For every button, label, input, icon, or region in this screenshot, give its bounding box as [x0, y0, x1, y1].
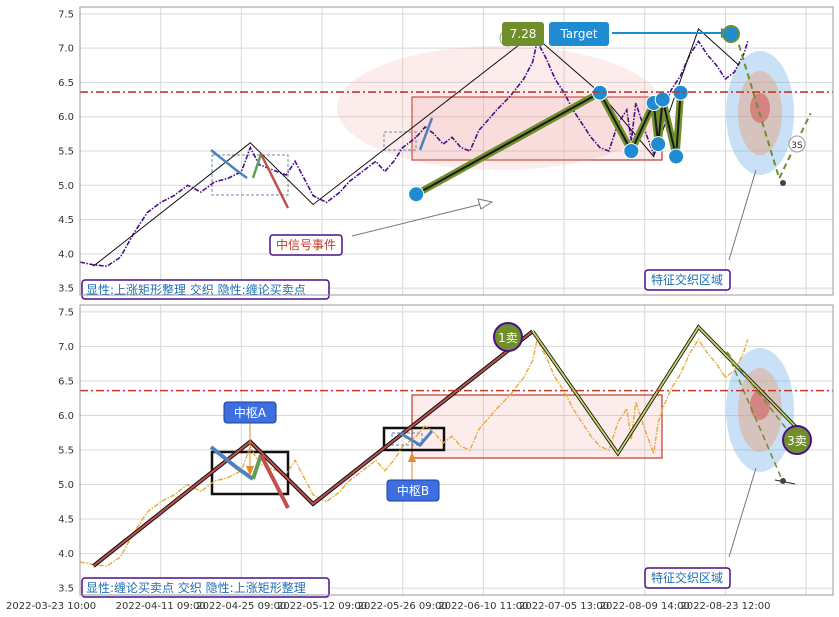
sell1-label: 1卖	[498, 331, 518, 345]
sell1-marker	[493, 322, 523, 352]
top-zigzag-line	[93, 28, 740, 267]
bot-plot-frame	[79, 304, 834, 596]
zhongshu-a-label: 中枢A	[234, 405, 267, 420]
bot-y-tick-label: 3.5	[58, 584, 74, 595]
top-y-tick-label: 7.5	[58, 9, 74, 20]
event-label: 中信号事件	[276, 237, 336, 252]
top-y-tick-label: 5.5	[58, 147, 74, 158]
top-y-tick-label: 4.0	[58, 249, 74, 260]
target-value-box	[502, 22, 544, 46]
top-stroke-blue-2	[418, 117, 434, 151]
feature-label-box-bottom	[644, 567, 731, 589]
top-stroke-green	[251, 153, 263, 179]
bottom-stroke-green	[251, 454, 263, 480]
top-small-box-a	[211, 154, 289, 196]
legend-top: 显性:上涨矩形整理 交织 隐性:缠论买卖点	[86, 282, 306, 297]
sell3-marker	[782, 425, 812, 455]
bottom-stroke-blue	[209, 445, 255, 481]
bot-y-tick-label: 7.0	[58, 342, 74, 353]
top-y-tick-label: 6.0	[58, 112, 74, 123]
zhongshu-a-pointer-head	[246, 466, 254, 476]
bottom-projection-b	[726, 351, 784, 483]
x-tick-label: 2022-04-25 09:00	[196, 601, 286, 612]
bottom-projection-end-dot	[780, 478, 786, 484]
top-stroke-blue	[210, 149, 248, 180]
top-y-tick-label: 6.5	[58, 78, 74, 89]
feature-arrow-line	[728, 169, 757, 261]
top-y-tick-label: 7.0	[58, 44, 74, 55]
legend-bottom: 显性:缠论买卖点 交织 隐性:上涨矩形整理	[86, 580, 306, 595]
top-feature-ellipse-inner	[750, 93, 770, 123]
x-tick-label: 2022-06-10 11:00	[438, 601, 528, 612]
target-dot	[722, 25, 740, 43]
bot-y-tick-label: 6.0	[58, 411, 74, 422]
event-label-box	[269, 234, 343, 256]
top-highlight-path	[415, 91, 682, 196]
bot-y-tick-label: 5.0	[58, 480, 74, 491]
feature-label-top: 特征交织区域	[651, 272, 723, 287]
target-label-box	[549, 22, 609, 46]
top-highlight-dot	[408, 186, 425, 203]
bottom-stroke-line	[92, 330, 534, 567]
x-tick-label: 2022-05-26 09:00	[358, 601, 448, 612]
sell3-label: 3卖	[787, 434, 807, 448]
bottom-projection-a	[726, 351, 796, 441]
bottom-price-line	[79, 337, 749, 567]
bottom-stroke-blue-2	[399, 430, 434, 447]
zhongshu-b-inner	[391, 432, 423, 446]
bottom-stroke-red	[259, 454, 290, 509]
legend-box-bottom	[81, 577, 330, 598]
feature-label-bottom: 特征交织区域	[651, 570, 723, 585]
top-small-box-b	[383, 131, 417, 151]
feature-arrow-line-bottom	[728, 467, 757, 558]
bot-y-tick-label: 4.5	[58, 515, 74, 526]
x-tick-label: 2022-07-05 13:00	[519, 601, 609, 612]
x-tick-label: 2022-08-23 12:00	[680, 601, 770, 612]
top-panel: 7.28 Target 中信号事件 特征交织区域 3S 显性:上涨矩形整理 交织…	[79, 22, 812, 300]
top-stroke-red	[259, 153, 290, 209]
top-y-tick-label: 3.5	[58, 284, 74, 295]
top-plot-frame	[79, 6, 834, 296]
target-value: 7.28	[510, 27, 537, 41]
legend-box-top	[81, 279, 330, 300]
top-price-line	[79, 38, 749, 268]
target-label: Target	[559, 27, 597, 41]
zhongshu-b-label-box	[386, 479, 440, 502]
marker-3s	[788, 135, 806, 153]
top-highlight-dot	[623, 143, 640, 159]
event-arrow-line	[351, 201, 491, 237]
top-highlight-dot	[668, 148, 685, 165]
bot-y-tick-label: 5.5	[58, 446, 74, 457]
zhongshu-b-pointer-head	[408, 452, 416, 462]
top-highlight-dot	[654, 91, 671, 108]
top-y-tick-label: 5.0	[58, 181, 74, 192]
feature-label-box-top	[644, 269, 731, 291]
x-tick-label: 2022-05-12 09:00	[277, 601, 367, 612]
zhongshu-b-label: 中枢B	[397, 483, 429, 498]
zhongshu-b-box	[382, 426, 446, 452]
x-tick-label: 2022-08-09 14:00	[600, 601, 690, 612]
top-highlight-dot	[650, 136, 667, 153]
event-arrow-head	[477, 198, 494, 210]
bottom-rectangle-zone	[411, 394, 663, 459]
x-tick-label: 2022-03-23 10:00	[6, 601, 96, 612]
bottom-panel: 1卖 3卖 中枢A 中枢B 特征交织区域 显性:缠论买卖点 交织 隐性:上涨矩形…	[79, 322, 812, 598]
zhongshu-a-label-box	[223, 401, 277, 424]
bot-y-tick-label: 4.0	[58, 549, 74, 560]
projection-end-dot	[780, 180, 786, 186]
marker-3s-label: 3S	[791, 141, 803, 151]
bot-y-tick-label: 7.5	[58, 307, 74, 318]
x-tick-label: 2022-04-11 09:00	[116, 601, 206, 612]
bot-y-tick-label: 6.5	[58, 376, 74, 387]
top-y-tick-label: 4.5	[58, 215, 74, 226]
